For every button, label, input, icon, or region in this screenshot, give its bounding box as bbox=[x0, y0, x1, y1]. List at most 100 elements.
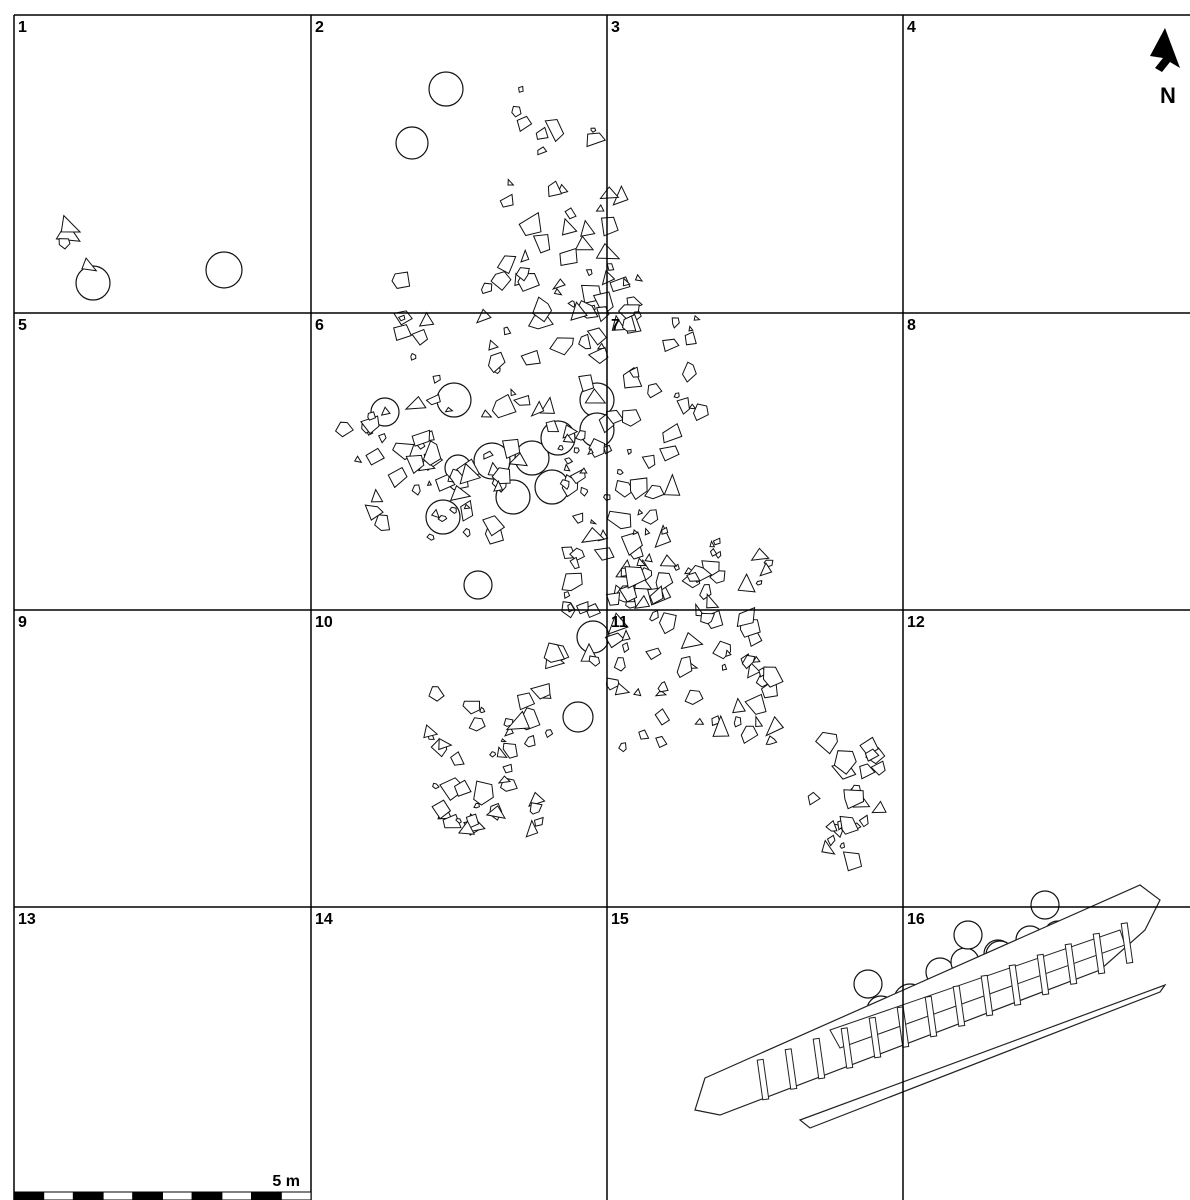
sherd bbox=[525, 736, 536, 747]
scale-segment bbox=[133, 1192, 163, 1200]
sherd bbox=[514, 396, 530, 406]
site-plan: 12345678910111213141516 N 5 m bbox=[0, 0, 1190, 1200]
scale-segment bbox=[73, 1192, 103, 1200]
sherd bbox=[600, 187, 618, 199]
sherd bbox=[826, 821, 837, 831]
sherd bbox=[734, 717, 741, 727]
sherd bbox=[553, 279, 565, 289]
sherd bbox=[427, 534, 434, 540]
sherd bbox=[685, 690, 703, 704]
sherd bbox=[663, 339, 679, 351]
sherd bbox=[623, 410, 641, 426]
sherd bbox=[411, 354, 416, 361]
cell-label: 2 bbox=[315, 19, 324, 36]
sherd bbox=[463, 701, 480, 714]
sherd bbox=[451, 752, 464, 765]
sherd bbox=[619, 743, 626, 752]
amphora bbox=[1031, 891, 1059, 919]
sherd bbox=[752, 548, 769, 560]
sherd bbox=[646, 648, 661, 659]
sherd bbox=[607, 511, 630, 528]
amphora bbox=[854, 970, 882, 998]
cell-label: 7 bbox=[611, 317, 620, 334]
sherd bbox=[519, 86, 524, 92]
sherd bbox=[645, 529, 649, 535]
scale-segment bbox=[222, 1192, 252, 1200]
sherd bbox=[433, 783, 439, 788]
sherd bbox=[482, 283, 492, 293]
sherd bbox=[694, 316, 699, 320]
sherd bbox=[565, 458, 573, 464]
sherd bbox=[521, 250, 529, 262]
sherd bbox=[607, 264, 613, 271]
cell-label: 9 bbox=[18, 614, 27, 631]
sherd bbox=[534, 235, 550, 253]
sherd bbox=[564, 592, 569, 599]
cell-label: 4 bbox=[907, 19, 916, 36]
sherd bbox=[591, 128, 596, 132]
sherd bbox=[355, 456, 362, 462]
sherd bbox=[82, 258, 96, 271]
sherd bbox=[439, 739, 452, 750]
scale-bar bbox=[14, 1192, 311, 1200]
sherd bbox=[375, 515, 390, 531]
scale-segment bbox=[163, 1192, 193, 1200]
sherd bbox=[489, 340, 498, 350]
sherd bbox=[501, 739, 505, 742]
scale-segment bbox=[44, 1192, 74, 1200]
cell-label: 12 bbox=[907, 614, 925, 631]
sherd bbox=[840, 843, 844, 849]
sherd bbox=[716, 552, 721, 559]
sherd bbox=[683, 362, 697, 382]
sherd bbox=[617, 470, 623, 475]
sherd bbox=[530, 803, 542, 814]
sherd bbox=[546, 730, 553, 738]
sherd bbox=[379, 434, 386, 443]
sherd bbox=[371, 490, 382, 502]
sherd bbox=[655, 709, 669, 725]
sherd bbox=[722, 664, 726, 670]
scale-segment bbox=[103, 1192, 133, 1200]
sherd bbox=[463, 529, 470, 537]
sherd bbox=[500, 194, 513, 207]
sherd bbox=[587, 270, 593, 276]
sherd bbox=[492, 395, 516, 418]
cell-label: 14 bbox=[315, 911, 333, 928]
scale-segment bbox=[14, 1192, 44, 1200]
sherd bbox=[844, 852, 862, 871]
north-label: N bbox=[1160, 83, 1176, 108]
scale-label: 5 m bbox=[272, 1173, 300, 1190]
sherd bbox=[816, 732, 838, 753]
sherd bbox=[573, 513, 583, 523]
sherd bbox=[412, 485, 420, 495]
sherd bbox=[579, 334, 591, 348]
cell-label: 11 bbox=[611, 614, 628, 631]
sherd bbox=[366, 448, 384, 465]
sherd bbox=[574, 448, 579, 453]
cell-label: 16 bbox=[907, 911, 925, 928]
sherd bbox=[535, 818, 544, 827]
sherd bbox=[741, 726, 757, 743]
sherd bbox=[563, 219, 577, 235]
sherd bbox=[642, 510, 658, 524]
sherd bbox=[677, 657, 692, 678]
sherd bbox=[474, 803, 479, 807]
sherd bbox=[545, 120, 563, 142]
sherd bbox=[579, 375, 594, 392]
sherd bbox=[639, 730, 649, 739]
amphora bbox=[563, 702, 593, 732]
cell-label: 10 bbox=[315, 614, 333, 631]
sherd bbox=[645, 554, 652, 562]
sherd bbox=[707, 594, 719, 608]
sherd bbox=[518, 693, 535, 710]
sherd bbox=[521, 351, 540, 365]
sherd bbox=[555, 289, 562, 295]
sherd bbox=[695, 719, 703, 725]
cell-label: 1 bbox=[18, 19, 27, 36]
sherd bbox=[412, 330, 428, 346]
sherd bbox=[548, 181, 561, 196]
amphora bbox=[206, 252, 242, 288]
amphora bbox=[577, 621, 609, 653]
sherd bbox=[503, 764, 512, 772]
sherd bbox=[682, 633, 703, 649]
